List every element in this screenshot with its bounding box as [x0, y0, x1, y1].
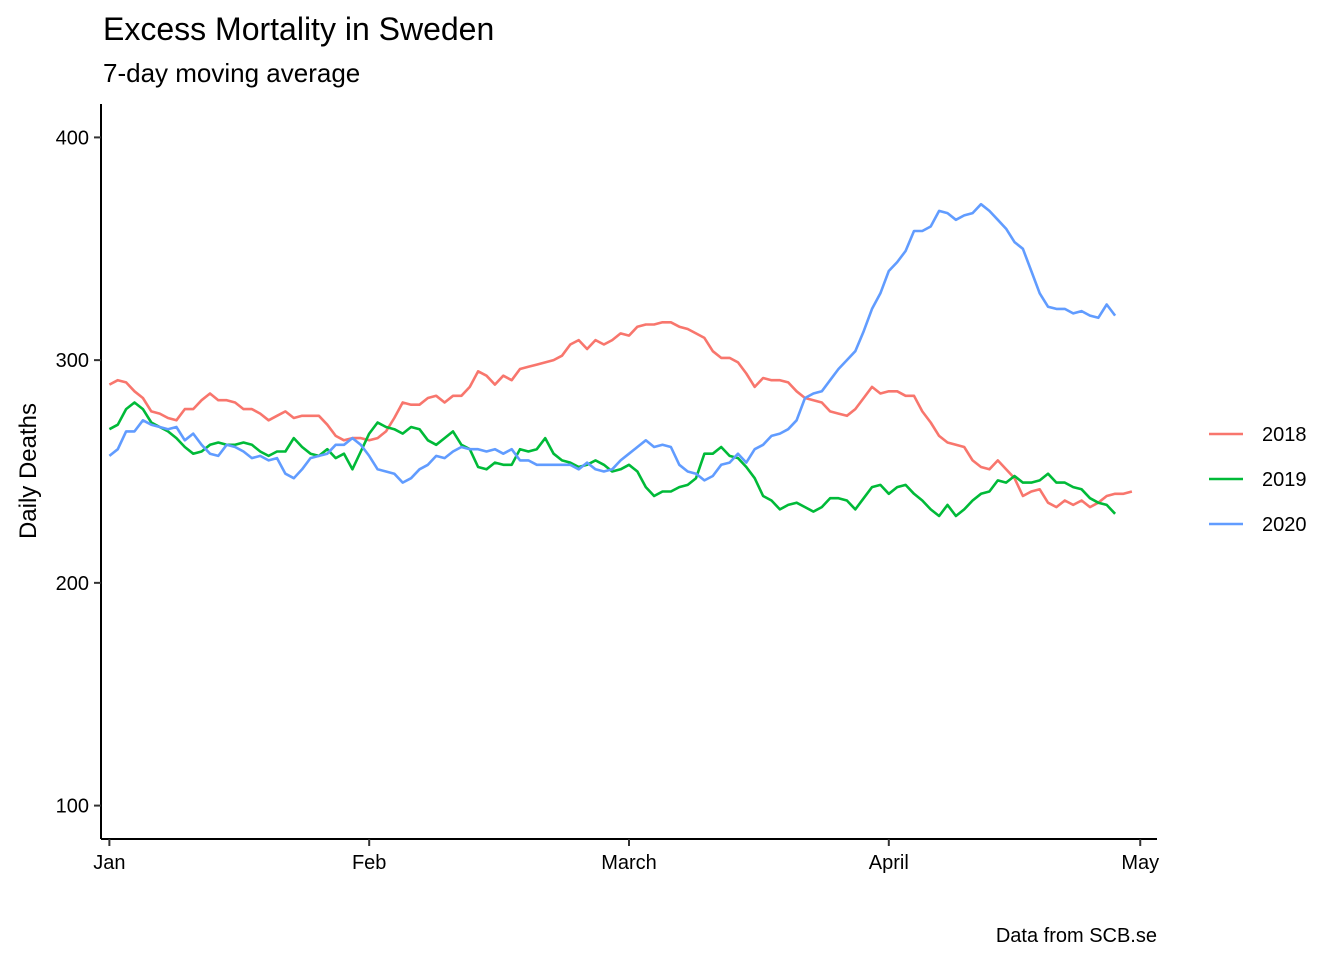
x-tick-label: Jan [93, 852, 125, 874]
chart-subtitle: 7-day moving average [103, 58, 360, 88]
y-tick-label: 300 [56, 350, 89, 372]
legend: 2018 2019 2020 [1209, 424, 1307, 536]
x-tick-label: March [601, 852, 657, 874]
axes: 100 200 300 400 Jan Feb March April May [56, 104, 1159, 874]
x-tick-label: April [869, 852, 909, 874]
x-tick-label: May [1121, 852, 1159, 874]
x-tick-label: Feb [352, 852, 386, 874]
y-axis-ticks: 100 200 300 400 [56, 127, 101, 818]
legend-label-2019: 2019 [1262, 469, 1307, 491]
series-line-2020 [108, 202, 1117, 484]
y-tick-label: 200 [56, 573, 89, 595]
y-tick-label: 100 [56, 796, 89, 818]
chart-title: Excess Mortality in Sweden [103, 11, 494, 47]
y-tick-label: 400 [56, 127, 89, 149]
y-axis-title: Daily Deaths [15, 403, 42, 539]
legend-label-2020: 2020 [1262, 514, 1307, 536]
chart-caption: Data from SCB.se [996, 925, 1157, 947]
x-axis-ticks: Jan Feb March April May [93, 839, 1159, 874]
plot-area [108, 202, 1133, 518]
legend-label-2018: 2018 [1262, 424, 1307, 446]
series-line-2019 [108, 401, 1117, 518]
series-line-2018 [108, 321, 1133, 509]
